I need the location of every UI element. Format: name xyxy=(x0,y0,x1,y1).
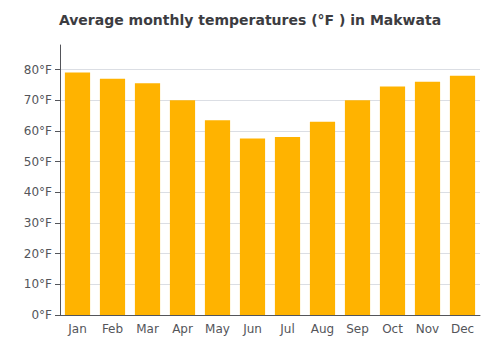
svg-text:Average monthly temperatures (: Average monthly temperatures (°F ) in Ma… xyxy=(59,12,441,28)
svg-text:Nov: Nov xyxy=(416,322,439,336)
svg-text:Jun: Jun xyxy=(242,322,262,336)
svg-text:Sep: Sep xyxy=(346,322,369,336)
svg-text:20°F: 20°F xyxy=(24,247,52,261)
svg-text:Dec: Dec xyxy=(451,322,474,336)
svg-text:70°F: 70°F xyxy=(24,93,52,107)
svg-text:40°F: 40°F xyxy=(24,185,52,199)
svg-text:80°F: 80°F xyxy=(24,63,52,77)
svg-text:Feb: Feb xyxy=(102,322,123,336)
svg-text:Jul: Jul xyxy=(279,322,294,336)
svg-text:60°F: 60°F xyxy=(24,124,52,138)
svg-text:0°F: 0°F xyxy=(31,308,52,322)
svg-text:10°F: 10°F xyxy=(24,277,52,291)
svg-text:30°F: 30°F xyxy=(24,216,52,230)
svg-text:May: May xyxy=(205,322,230,336)
svg-text:Mar: Mar xyxy=(136,322,159,336)
svg-text:Aug: Aug xyxy=(311,322,334,336)
svg-text:Jan: Jan xyxy=(67,322,87,336)
svg-text:Apr: Apr xyxy=(172,322,193,336)
svg-text:50°F: 50°F xyxy=(24,155,52,169)
svg-text:Oct: Oct xyxy=(382,322,403,336)
